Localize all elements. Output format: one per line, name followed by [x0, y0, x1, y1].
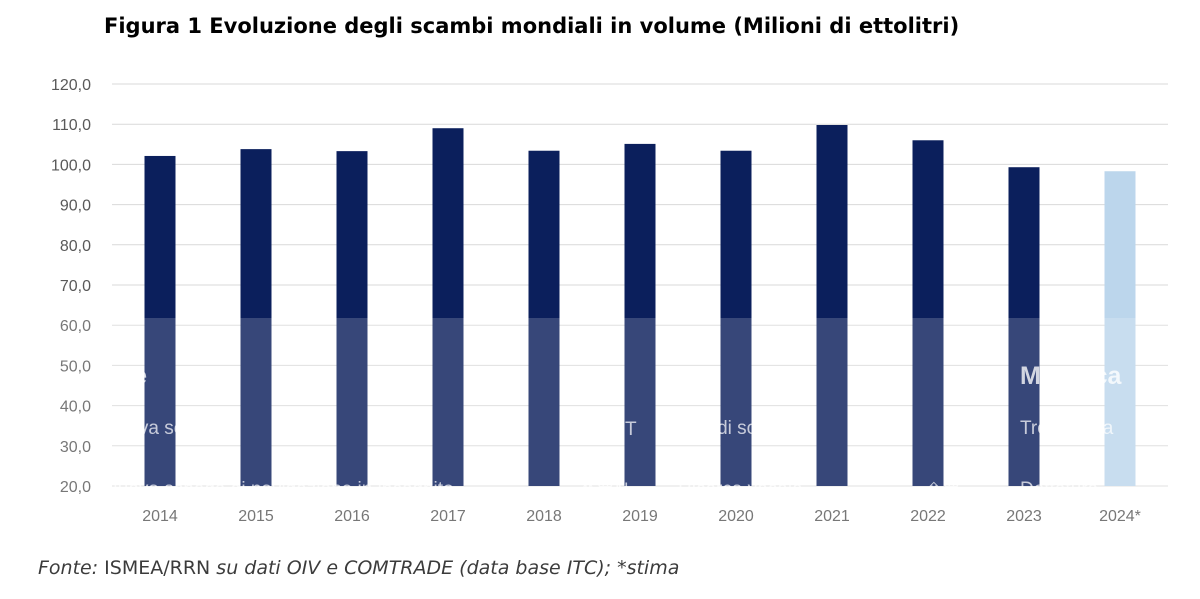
bar	[816, 125, 848, 486]
context-menu-overlay: File Nuova scheda ⌘T Nuova scheda di nav…	[0, 318, 1200, 599]
x-tick-label: 2021	[814, 508, 850, 525]
bar	[528, 150, 560, 486]
bar	[912, 140, 944, 486]
menu-item-emoji[interactable]: Emoji	[1020, 539, 1068, 560]
bar	[720, 150, 752, 486]
y-tick-label: 70,0	[60, 278, 91, 295]
shortcut-voice-search: ⇧⌘.	[926, 480, 967, 501]
y-tick-label: 120,0	[51, 77, 91, 94]
bar	[144, 155, 176, 486]
menu-item-find[interactable]: Trova nella	[1020, 418, 1114, 439]
x-tick-label: 2015	[238, 508, 274, 525]
y-tick-label: 30,0	[60, 439, 91, 456]
bar	[624, 143, 656, 486]
menu-item-voice-search[interactable]: Ricerca vocale	[678, 479, 803, 500]
x-tick-label: 2024*	[1099, 508, 1141, 525]
y-tick-label: 50,0	[60, 358, 91, 375]
shortcut-new-window: ⌥⌘N	[580, 540, 635, 561]
y-tick-label: 20,0	[60, 479, 91, 496]
x-tick-label: 2016	[334, 508, 370, 525]
menu-heading-file: File	[104, 362, 148, 390]
source-prefix: Fonte:	[38, 557, 99, 579]
x-tick-label: 2018	[526, 508, 562, 525]
x-tick-label: 2017	[430, 508, 466, 525]
source-text: su dati OIV e COMTRADE (data base ITC); …	[216, 557, 680, 579]
x-tick-label: 2020	[718, 508, 754, 525]
x-tick-label: 2014	[142, 508, 178, 525]
y-tick-label: 80,0	[60, 238, 91, 255]
x-tick-label: 2022	[910, 508, 946, 525]
source-org: ISMEA/RRN	[98, 557, 217, 579]
source-note: Fonte: ISMEA/RRN su dati OIV e COMTRADE …	[38, 557, 679, 579]
shortcut-close-tab: ⌘W	[946, 419, 983, 440]
bar	[1104, 171, 1136, 486]
bar	[240, 149, 272, 486]
bar-chart: 20,0 30,0 40,0 50,0 60,0 70,0 80,0 90,0 100,0 110…	[51, 77, 1168, 525]
bar	[1008, 167, 1040, 487]
shortcut-new-incognito-tab: ⇧⌘N	[580, 480, 629, 501]
y-tick-label: 100,0	[51, 157, 91, 174]
menu-heading-modifica: Modifica	[1020, 362, 1122, 390]
menu-item-dictation[interactable]: Dettatura	[1020, 479, 1099, 500]
y-tick-label: 60,0	[60, 318, 91, 335]
menu-item-new-window[interactable]: Nuova finestra	[104, 539, 227, 560]
chart-title: Figura 1 Evoluzione degli scambi mondial…	[104, 14, 960, 38]
y-tick-label: 110,0	[52, 117, 91, 134]
menu-item-new-tab[interactable]: Nuova scheda	[104, 418, 226, 439]
x-tick-label: 2019	[622, 508, 658, 525]
x-tick-label: 2023	[1006, 508, 1042, 525]
menu-item-close-tab[interactable]: Chiudi scheda	[678, 418, 799, 439]
bar	[432, 128, 464, 486]
y-tick-label: 90,0	[60, 198, 91, 215]
menu-item-new-incognito-tab[interactable]: Nuova scheda di navigazione in incognito	[104, 479, 454, 500]
y-tick-label: 40,0	[60, 399, 91, 416]
shortcut-new-tab: ⌘T	[606, 419, 637, 440]
bar	[336, 151, 368, 486]
